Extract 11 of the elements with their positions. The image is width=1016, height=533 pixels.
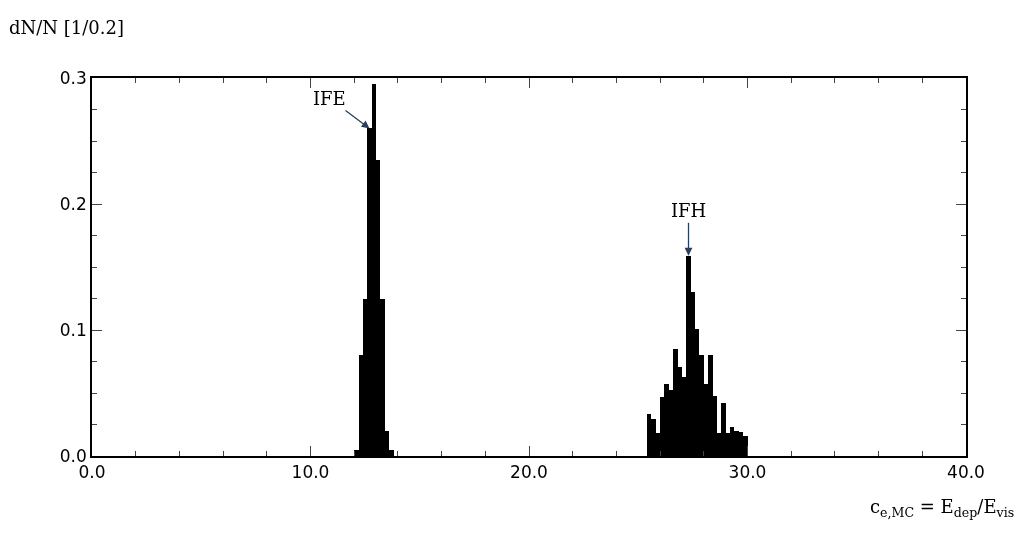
x-tick-label: 20.0: [510, 462, 548, 483]
x-axis-title: c$_{e,MC}$ = E$_{dep}$/E$_{vis}$: [870, 496, 1015, 520]
y-axis-title: dN/N [1/0.2]: [9, 17, 124, 38]
y-tick-label: 0.3: [59, 67, 87, 88]
x-tick-label: 30.0: [728, 462, 767, 483]
y-tick-label: 0.1: [59, 319, 87, 340]
x-tick-label: 40.0: [947, 462, 985, 483]
annotation: IFE: [313, 88, 346, 109]
y-tick-label: 0.2: [59, 193, 87, 214]
annotation: IFH: [671, 200, 707, 221]
x-tick-label: 10.0: [291, 462, 330, 483]
